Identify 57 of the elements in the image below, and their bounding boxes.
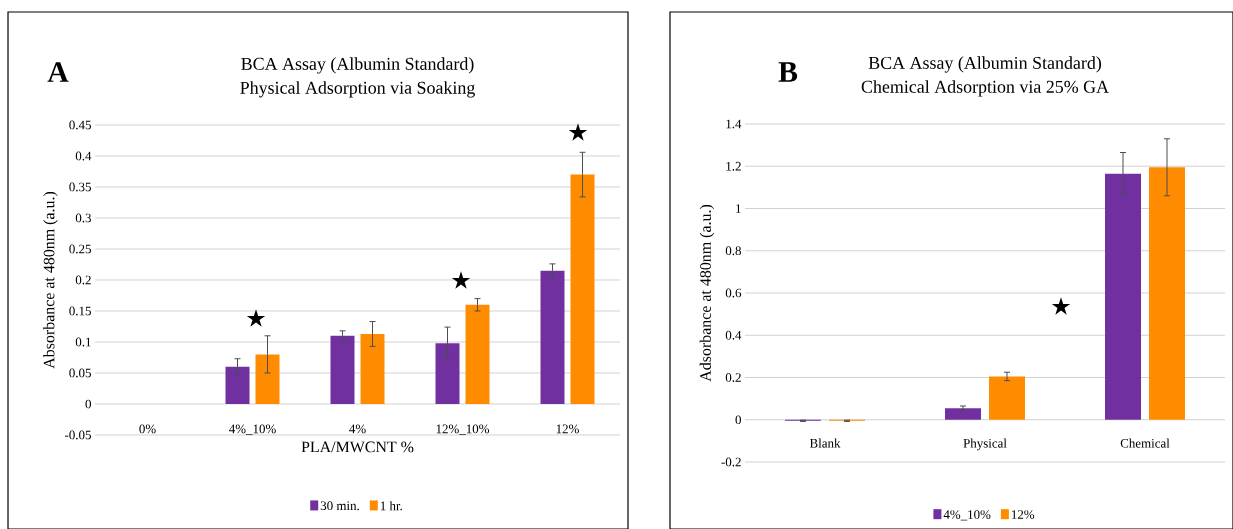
x-tick-label: 4% — [349, 424, 366, 434]
x-tick-label: 4%_10% — [229, 424, 276, 435]
y-axis-title: Absorbance at 480nm (a.u.) — [43, 191, 58, 369]
y-tick-label: -0.05 — [65, 430, 91, 440]
chart-subtitle: Chemical Adsorption via 25% GA — [861, 80, 1109, 97]
text: B — [778, 62, 798, 82]
y-tick-label: -0.2 — [721, 457, 741, 467]
chart-title: BCA Assay (Albumin Standard) — [241, 57, 474, 74]
x-axis-title: PLA/MWCNT % — [301, 441, 414, 453]
legend-label: 30 min. — [320, 501, 359, 511]
y-tick-label: 0 — [85, 399, 91, 409]
annotation: ★ — [246, 309, 266, 327]
x-tick-label: Blank — [809, 438, 841, 448]
x-tick-label: 12% — [556, 424, 579, 434]
bar — [1149, 167, 1186, 420]
annotation: ★ — [568, 123, 588, 141]
bar — [945, 408, 982, 420]
x-tick-label: Chemical — [1120, 438, 1170, 448]
y-tick-label: 0.25 — [69, 244, 91, 254]
y-tick-label: 0.4 — [75, 151, 92, 161]
legend-label: 4%_10% — [943, 510, 991, 521]
y-axis-title: Adsorbance at 480nm (a.u.) — [699, 204, 715, 382]
y-tick-label: 0.35 — [69, 182, 91, 192]
x-tick-label: 12%_10% — [436, 424, 490, 435]
chart-title: BCA Assay (Albumin Standard) — [868, 56, 1102, 73]
bar — [540, 270, 565, 404]
y-tick-label: 0.8 — [725, 246, 741, 256]
y-tick-label: 0.2 — [75, 275, 91, 285]
y-tick-label: 1.4 — [726, 119, 742, 129]
y-tick-label: 0.6 — [725, 288, 742, 298]
legend-label: 12% — [1012, 510, 1035, 519]
y-tick-label: 0.45 — [69, 120, 91, 130]
x-tick-label: 0% — [139, 424, 156, 434]
y-tick-label: 0.15 — [69, 306, 91, 316]
annotation: ★ — [1051, 297, 1071, 315]
chart-subtitle: Physical Adsorption via Soaking — [240, 81, 475, 98]
y-tick-label: 0.4 — [725, 330, 742, 340]
bar — [570, 174, 595, 404]
bar — [435, 343, 460, 404]
y-tick-label: 0.3 — [75, 213, 91, 223]
bar — [255, 354, 280, 404]
bar — [330, 335, 355, 404]
y-tick-label: 1 — [736, 204, 741, 213]
y-tick-label: 1.2 — [726, 161, 741, 171]
y-tick-label: 0.05 — [69, 368, 91, 378]
bar — [465, 304, 490, 404]
y-tick-label: 0 — [735, 415, 741, 425]
legend-label: 1 hr. — [380, 501, 402, 511]
x-tick-label: Physical — [963, 438, 1007, 451]
y-tick-label: 0.2 — [725, 373, 741, 382]
bar — [360, 333, 385, 404]
text: A — [47, 62, 69, 82]
bar — [1105, 173, 1142, 420]
bar — [989, 376, 1026, 420]
y-tick-label: 0.1 — [75, 337, 91, 347]
bar — [225, 366, 250, 404]
annotation: ★ — [451, 271, 471, 289]
